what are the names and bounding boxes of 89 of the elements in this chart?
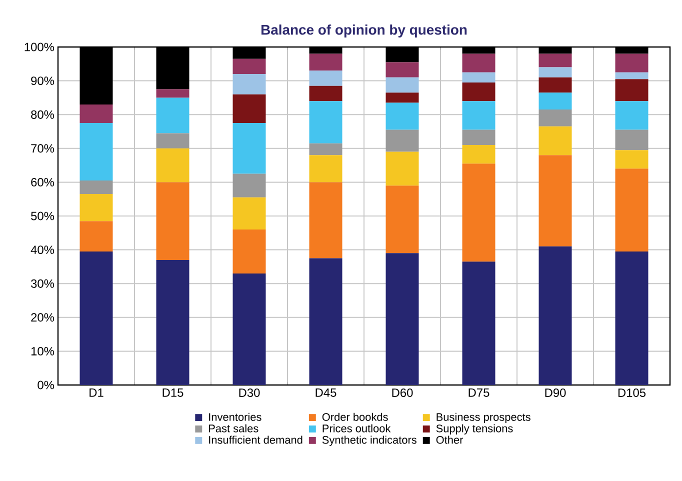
- bar: [309, 86, 342, 102]
- bar: [462, 262, 496, 385]
- bar: [615, 101, 648, 130]
- x-tick-label: D105: [618, 388, 646, 397]
- bar: [156, 260, 190, 385]
- bar: [309, 54, 342, 71]
- bar: [232, 94, 266, 124]
- bar: [386, 62, 419, 78]
- bar: [615, 54, 648, 72]
- legend-label: Synthetic indicators: [322, 436, 416, 446]
- y-tick-label: 10%: [31, 346, 54, 356]
- x-tick-label: D60: [392, 388, 413, 397]
- bar: [615, 79, 648, 102]
- bar: [538, 155, 572, 246]
- x-tick-label: D1: [90, 388, 104, 397]
- y-tick-label: 60%: [31, 178, 54, 186]
- bar: [538, 110, 572, 126]
- bar: [386, 92, 419, 103]
- x-tick-label: D30: [239, 388, 260, 397]
- x-tick-label: D45: [316, 388, 336, 397]
- bar: [80, 251, 113, 385]
- bar: [156, 182, 190, 260]
- bar: [462, 72, 496, 82]
- bar: [386, 130, 419, 152]
- x-tick-label: D75: [468, 388, 490, 397]
- legend-label: Inventories: [209, 412, 262, 421]
- bar: [615, 130, 648, 150]
- legend-label: Order bookds: [322, 412, 388, 421]
- y-tick-label: 70%: [31, 144, 54, 153]
- bar: [386, 77, 419, 93]
- bar: [309, 155, 342, 182]
- bar: [232, 230, 266, 274]
- bar: [156, 98, 190, 134]
- bar: [309, 70, 342, 86]
- bar: [462, 145, 496, 164]
- bar: [386, 253, 419, 385]
- bar: [232, 174, 266, 198]
- bar: [462, 164, 496, 262]
- bar: [156, 133, 190, 148]
- bar: [615, 251, 648, 385]
- bar: [232, 197, 266, 230]
- legend-label: Prices outlook: [322, 424, 391, 432]
- bar: [156, 148, 190, 182]
- bar: [386, 186, 419, 254]
- legend-label: Business prospects: [436, 412, 530, 424]
- bar: [309, 101, 342, 144]
- bar: [462, 101, 496, 130]
- bar: [232, 58, 266, 74]
- y-tick-label: 50%: [31, 212, 54, 220]
- bar: [156, 89, 190, 98]
- bar: [538, 67, 572, 78]
- bar: [80, 194, 113, 222]
- bar: [615, 72, 648, 80]
- bar: [538, 92, 572, 110]
- bar: [232, 273, 266, 385]
- bar: [232, 123, 266, 174]
- y-tick-label: 20%: [31, 313, 54, 322]
- bar: [615, 150, 648, 169]
- bar: [462, 82, 496, 102]
- x-tick-label: D90: [545, 388, 566, 397]
- bar: [309, 258, 342, 385]
- bar: [538, 246, 572, 385]
- y-tick-label: 40%: [30, 246, 54, 254]
- bar: [462, 54, 496, 72]
- y-tick-label: 30%: [31, 279, 54, 288]
- bar: [386, 102, 419, 130]
- bar: [232, 74, 266, 94]
- bar: [386, 152, 419, 186]
- y-tick-label: 90%: [31, 76, 54, 86]
- bar: [538, 54, 572, 68]
- bar: [462, 130, 496, 146]
- bar: [309, 143, 342, 156]
- legend-label: Insufficient demand: [209, 436, 302, 444]
- chart-title: Balance of opinion by question: [261, 24, 467, 38]
- bar: [538, 77, 572, 93]
- bar: [80, 221, 113, 252]
- legend-label: Supply tensions: [436, 424, 513, 434]
- bar: [80, 123, 113, 181]
- bar: [80, 104, 113, 124]
- bar: [538, 126, 572, 156]
- y-tick-label: 100%: [24, 42, 54, 52]
- legend-label: Other: [436, 436, 464, 444]
- bar: [615, 168, 648, 252]
- bar: [80, 180, 113, 194]
- legend-label: Past sales: [209, 424, 258, 432]
- bar: [309, 182, 342, 258]
- x-tick-label: D15: [162, 388, 184, 397]
- y-tick-label: 80%: [31, 110, 54, 119]
- y-tick-label: 0%: [38, 380, 54, 390]
